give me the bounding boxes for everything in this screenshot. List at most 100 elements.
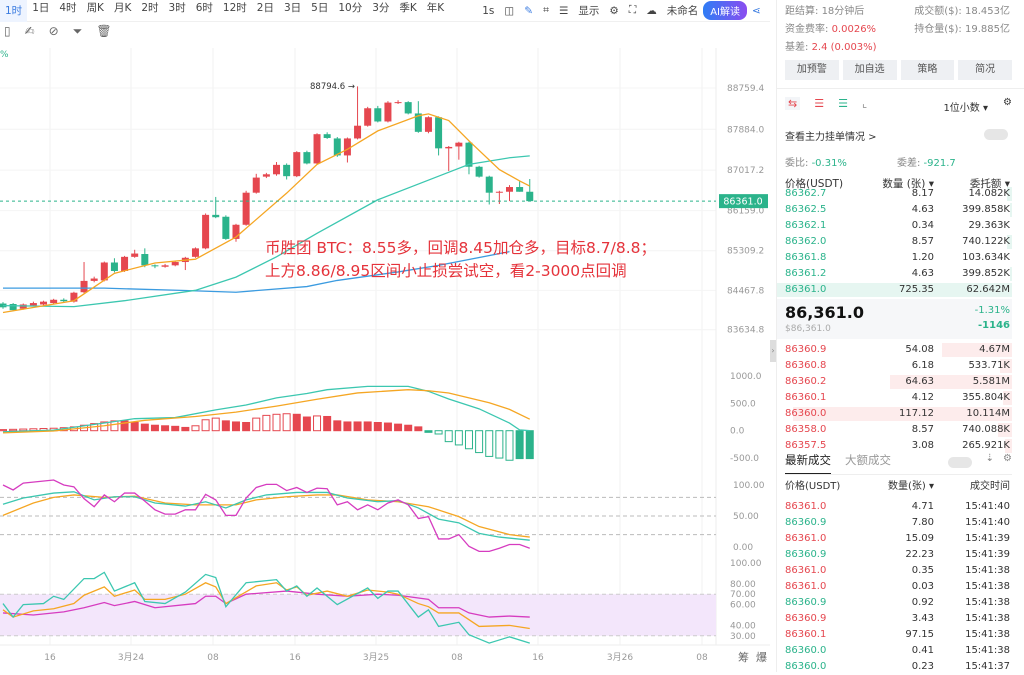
cloud-icon[interactable]: ☁: [646, 4, 657, 17]
filter-icon[interactable]: ⏷: [72, 24, 83, 38]
header-qty[interactable]: 数量 (张) ▾: [882, 178, 934, 190]
bid-row[interactable]: 86360.2 64.63 5.581M: [777, 374, 1012, 390]
ai-interpret-button[interactable]: AI解读: [703, 1, 747, 20]
macd-bar: [302, 416, 311, 432]
ask-row[interactable]: 86361.8 1.20 103.634K: [777, 250, 1012, 266]
orderbook-asks-icon[interactable]: ☰: [814, 97, 825, 110]
layout-name-dropdown[interactable]: 未命名: [666, 5, 699, 17]
macd-bar: [363, 421, 372, 432]
candle: [29, 303, 37, 306]
main-orders-toggle[interactable]: [984, 129, 1008, 140]
display-button[interactable]: 显示: [578, 5, 600, 17]
ask-row[interactable]: 86362.0 8.57 740.122K: [777, 234, 1012, 250]
share-icon[interactable]: ⋖: [752, 4, 761, 17]
amount: 355.804K: [962, 392, 1010, 403]
bid-row[interactable]: 86358.0 8.57 740.088K: [777, 422, 1012, 438]
timeframe-季K[interactable]: 季K: [399, 1, 417, 14]
ask-row[interactable]: 86362.7 8.17 14.082K: [777, 186, 1012, 202]
add-watchlist-button[interactable]: 加自选: [842, 60, 897, 80]
orderbook-trades-icon[interactable]: ⌞: [861, 97, 868, 110]
timeframe-2日[interactable]: 2日: [256, 1, 274, 14]
timeframe-年K[interactable]: 年K: [426, 1, 445, 14]
trade-header-qty[interactable]: 数量(张) ▾: [887, 481, 934, 492]
candle: [222, 216, 230, 239]
clipboard-icon[interactable]: ▯: [4, 24, 11, 38]
trash-icon[interactable]: 🗑: [96, 24, 112, 38]
decimals-dropdown[interactable]: 1位小数 ▾: [943, 103, 988, 114]
fullscreen-icon[interactable]: ⛶: [628, 4, 637, 16]
trade-price: 86360.9: [785, 597, 827, 608]
timeframe-1时[interactable]: 1时: [0, 0, 28, 22]
trades-toggle[interactable]: [948, 457, 972, 468]
camera-icon[interactable]: ◫: [504, 4, 515, 17]
qty: 6.18: [911, 360, 934, 371]
ask-row[interactable]: 86362.1 0.34 29.363K: [777, 218, 1012, 234]
tab-latest-trades[interactable]: 最新成交: [785, 452, 831, 475]
qty: 4.12: [911, 392, 934, 403]
settings-icon[interactable]: ⚙: [609, 4, 619, 17]
timeframe-周K[interactable]: 周K: [86, 1, 104, 14]
orderbook-bids-icon[interactable]: ☰: [838, 97, 848, 110]
timeframe-10分[interactable]: 10分: [338, 1, 363, 14]
list-icon[interactable]: ☰: [559, 4, 569, 17]
candle: [252, 177, 260, 193]
x-axis-label: 3月25: [363, 652, 389, 663]
sort-icon[interactable]: ⇣: [985, 453, 994, 464]
price: 86361.8: [785, 252, 827, 263]
macd-dif-line: [2, 385, 530, 433]
macd-bar: [262, 414, 271, 432]
trade-qty: 0.35: [911, 565, 934, 576]
macd-bar: [191, 425, 200, 432]
qty: 0.34: [911, 220, 934, 231]
settings-icon[interactable]: ⚙: [1003, 97, 1012, 108]
header-amount[interactable]: 委托额 ▾: [969, 178, 1010, 190]
trade-qty: 0.41: [911, 645, 934, 656]
qty: 4.63: [911, 204, 934, 215]
add-alert-button[interactable]: 加预警: [785, 60, 839, 80]
crop-icon[interactable]: ⌗: [543, 4, 549, 16]
bid-row[interactable]: 86360.9 54.08 4.67M: [777, 342, 1012, 358]
timeframe-月K[interactable]: 月K: [113, 1, 132, 14]
timeframe-6时[interactable]: 6时: [195, 1, 213, 14]
timeframe-1日[interactable]: 1日: [32, 1, 50, 14]
settings-icon[interactable]: ⚙: [1003, 453, 1012, 464]
bid-row[interactable]: 86360.0 117.12 10.114M: [777, 406, 1012, 422]
main-orders-link[interactable]: 查看主力挂单情况 >: [785, 132, 877, 143]
timeframe-2时[interactable]: 2时: [141, 1, 159, 14]
timeframe-3分[interactable]: 3分: [372, 1, 390, 14]
amount: 10.114M: [966, 408, 1010, 419]
macd-bar: [434, 430, 443, 435]
timeframe-3日[interactable]: 3日: [283, 1, 302, 14]
overview-button[interactable]: 简况: [958, 60, 1012, 80]
trade-qty: 7.80: [911, 517, 934, 528]
pencil-icon[interactable]: ✎: [524, 4, 534, 17]
candle: [171, 262, 179, 266]
panel-collapse-handle[interactable]: ›: [770, 340, 776, 362]
bid-row[interactable]: 86360.8 6.18 533.71K: [777, 358, 1012, 374]
note-icon[interactable]: ✍: [24, 24, 35, 38]
bid-row[interactable]: 86360.1 4.12 355.804K: [777, 390, 1012, 406]
bid-row[interactable]: 86357.5 3.08 265.921K: [777, 438, 1012, 454]
timeframe-3时[interactable]: 3时: [168, 1, 186, 14]
strategy-button[interactable]: 策略: [900, 60, 955, 80]
turnover-label: 成交额($):: [914, 6, 962, 17]
macd-bar: [424, 430, 433, 433]
macd-bar: [495, 430, 504, 459]
orderbook-both-icon[interactable]: ⇆: [785, 97, 801, 110]
price-chart[interactable]: 88759.4 87884.0 87017.2 86159.0 85309.2 84467…: [0, 0, 770, 672]
tab-large-trades[interactable]: 大额成交: [845, 453, 891, 467]
timeframe-12时[interactable]: 12时: [222, 1, 247, 14]
ratio-value: -0.31%: [811, 158, 847, 169]
price-tick: 85309.2: [727, 247, 764, 257]
ask-row[interactable]: 86361.2 4.63 399.852K: [777, 266, 1012, 282]
trade-row: 86361.0 0.03 15:41:38: [777, 579, 1012, 595]
timeframe-4时[interactable]: 4时: [59, 1, 77, 14]
ask-row[interactable]: 86362.5 4.63 399.858K: [777, 202, 1012, 218]
candle: [506, 187, 513, 192]
macd-bar: [120, 420, 129, 432]
ask-row[interactable]: 86361.0 725.35 62.642M: [777, 282, 1012, 298]
magnet-icon[interactable]: ⊘: [48, 24, 59, 38]
second-interval[interactable]: 1s: [482, 4, 495, 17]
timeframe-5日[interactable]: 5日: [311, 1, 329, 14]
price: 86360.8: [785, 360, 827, 371]
